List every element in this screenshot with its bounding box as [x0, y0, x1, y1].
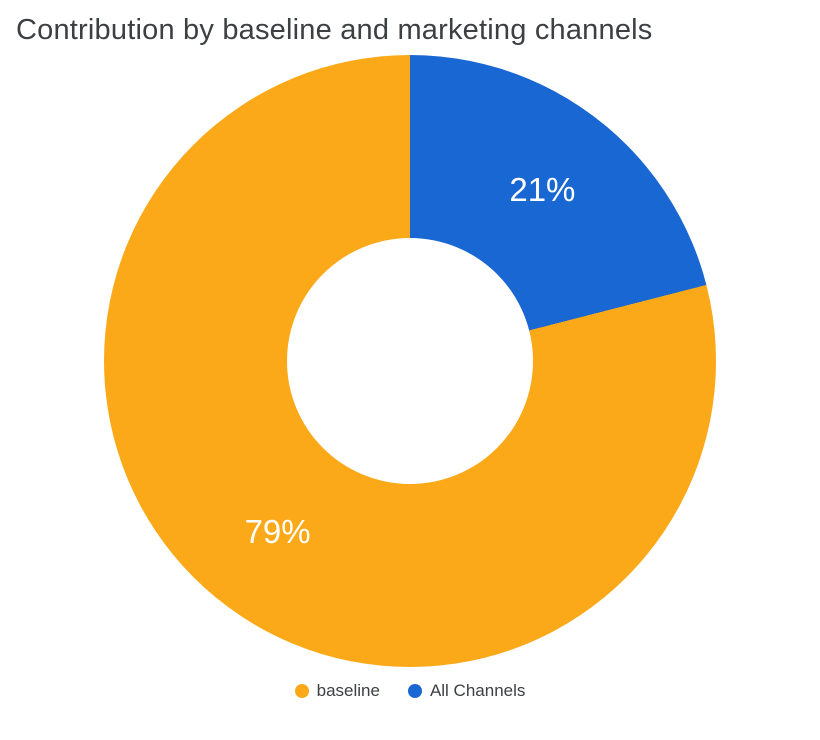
- legend-label-baseline: baseline: [316, 681, 380, 700]
- legend-item-all-channels[interactable]: All Channels: [407, 681, 526, 701]
- legend: baseline All Channels: [0, 681, 820, 701]
- donut-hole: [287, 238, 533, 484]
- legend-label-all-channels: All Channels: [429, 681, 526, 700]
- donut-chart: 21% 79%: [104, 55, 716, 667]
- chart-title: Contribution by baseline and marketing c…: [16, 14, 653, 46]
- legend-dot-baseline-icon: [294, 684, 309, 698]
- legend-dot-all-channels-icon: [407, 684, 422, 698]
- legend-item-baseline[interactable]: baseline: [294, 681, 380, 701]
